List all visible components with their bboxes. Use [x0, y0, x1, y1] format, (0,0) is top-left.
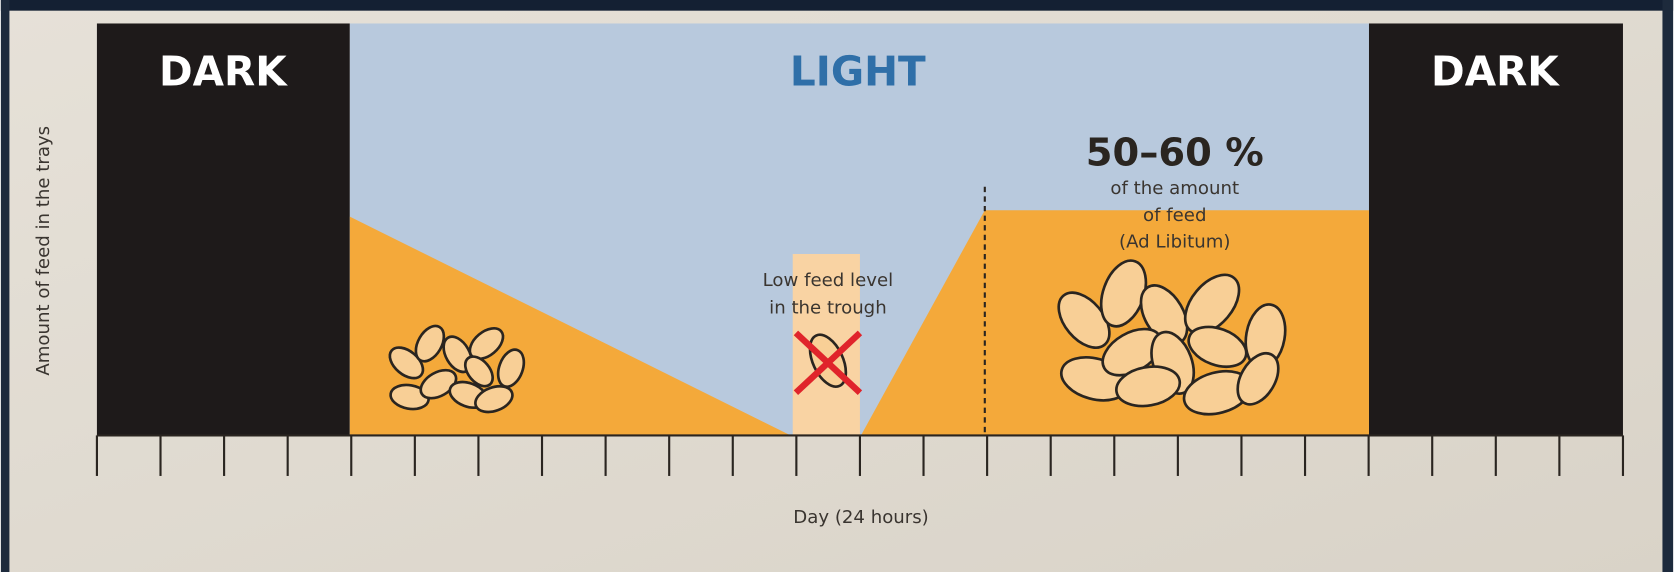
low-feed-note: Low feed level — [763, 270, 894, 291]
page: DARK LIGHT DARK 50–60 % of the amount of… — [0, 0, 1674, 572]
top-border — [1, 0, 1673, 11]
ad-libitum-note: of feed — [1143, 205, 1206, 226]
zone-label: DARK — [159, 47, 288, 95]
ad-libitum-note: of the amount — [1110, 178, 1239, 199]
zone-label: DARK — [1431, 47, 1560, 95]
diagram: DARK LIGHT DARK 50–60 % of the amount of… — [0, 0, 1674, 572]
low-feed-note: in the trough — [769, 298, 887, 319]
zone-label: LIGHT — [790, 47, 926, 95]
ad-libitum-note: (Ad Libitum) — [1119, 232, 1230, 253]
ad-libitum-percent: 50–60 % — [1086, 130, 1264, 175]
y-axis-label: Amount of feed in the trays — [33, 126, 54, 376]
right-border — [1662, 0, 1673, 572]
x-axis-label: Day (24 hours) — [793, 507, 928, 528]
left-border — [1, 0, 10, 572]
